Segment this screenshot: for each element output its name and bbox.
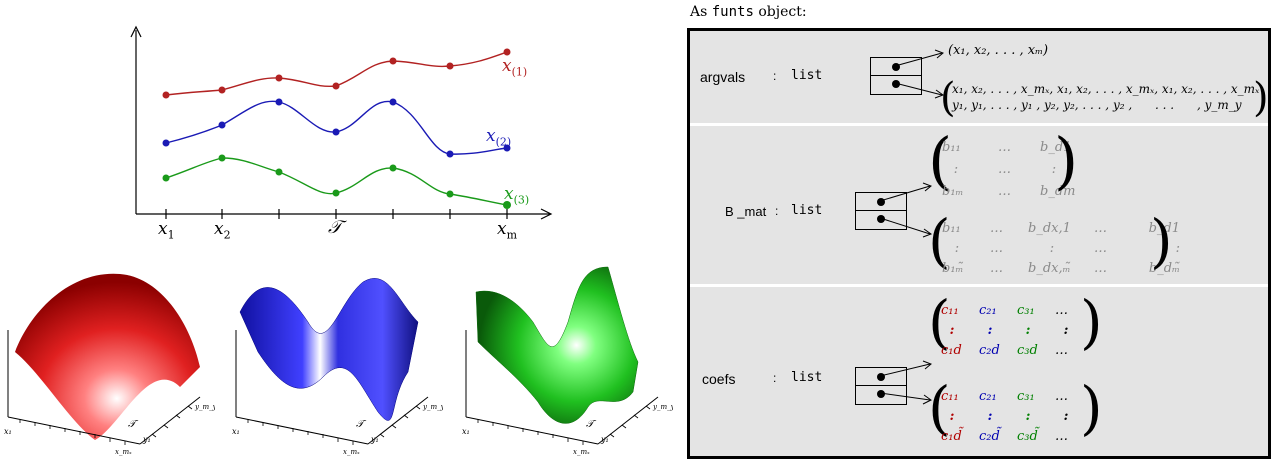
svg-text:x₁: x₁ <box>232 427 240 436</box>
bmat-field-name: B _mat <box>725 204 767 219</box>
x-axis-ticks <box>165 209 508 219</box>
section-divider <box>690 123 1268 126</box>
tick-label-domain: 𝒯 <box>328 217 342 238</box>
svg-text:y₁: y₁ <box>370 435 379 444</box>
coefs-matrix-1: c₁₁ c₂₁ c₃₁… :::: c₁d c₂d c₃d… <box>941 303 1069 358</box>
bmat-matrix-1: b₁₁… b_d1 :…: b₁ₘ… b_dm <box>942 140 1076 199</box>
curve-plot <box>130 25 553 220</box>
argvals-row-2: y₁, y₁, . . . , y₁ , y₂, y₂, . . . , y₂ … <box>952 98 1242 112</box>
svg-text:y_m_y: y_m_y <box>194 403 215 411</box>
surface-1-mesh <box>15 273 200 440</box>
argvals-arrows <box>894 49 945 99</box>
section-divider <box>690 284 1268 287</box>
argvals-right-paren: ) <box>1253 75 1269 121</box>
curve-1-label: x(1) <box>502 56 528 79</box>
surface-plot-3: x₁ 𝒯 x_mₓ y₁ y_m_y <box>462 266 673 456</box>
bmat-pointer-box <box>855 192 907 230</box>
svg-text:x₁: x₁ <box>4 427 12 436</box>
bmat-arrows <box>879 182 933 238</box>
surface-2-mesh <box>239 278 419 421</box>
curve-3-points <box>162 154 511 209</box>
curve-3 <box>165 157 508 206</box>
coefs-pointer-box <box>855 367 907 405</box>
tick-label-x1: x1 <box>158 219 175 242</box>
svg-text:x_mₓ: x_mₓ <box>573 448 590 456</box>
svg-text:y₁: y₁ <box>600 435 609 444</box>
svg-text:y_m_y: y_m_y <box>652 403 673 411</box>
coefs-matrix-2: c₁₁ c₂₁ c₃₁… :::: c₁d̃ c₂d̃ c₃d̃… <box>941 389 1069 444</box>
argvals-type: list <box>791 68 823 83</box>
coefs-field-name: coefs <box>702 371 736 387</box>
y-axis-arrow-icon <box>130 25 142 38</box>
bmat-section: B _mat : list ( b₁₁… b_d1 :…: b₁ₘ… b_dm ) … <box>690 126 1268 284</box>
curve-3-label: x(3) <box>504 184 530 207</box>
curve-1-points <box>162 48 511 99</box>
coefs-section: coefs : list ( c₁₁ c₂₁ c₃₁… :::: c₁d c₂d c₃d… <box>690 287 1268 456</box>
argvals-left-paren: ( <box>940 75 956 121</box>
svg-text:x_mₓ: x_mₓ <box>343 448 360 456</box>
tick-label-xm: xm <box>497 219 518 242</box>
class-name-code: funts <box>711 4 754 20</box>
svg-text:𝒯: 𝒯 <box>356 419 367 430</box>
surface-3-mesh <box>475 266 639 424</box>
svg-text:y_m_y: y_m_y <box>422 403 443 411</box>
coefs-type: list <box>791 370 823 385</box>
svg-text:𝒯: 𝒯 <box>586 419 597 430</box>
bmat-type: list <box>791 203 823 218</box>
argvals-row-1: x₁, x₂, . . . , x_mₓ, x₁, x₂, . . . , x_… <box>952 82 1260 96</box>
argvals-univariate-vector: (x₁, x₂, . . . , xₘ) <box>948 43 1049 58</box>
object-structure-panel: argvals : list (x₁, x₂, . . . , xₘ) ( x₁… <box>687 28 1271 459</box>
object-heading: As funts object: <box>690 4 807 20</box>
svg-text:𝒯: 𝒯 <box>128 419 139 430</box>
tick-label-x2: x2 <box>214 219 231 242</box>
curve-2 <box>165 100 508 155</box>
argvals-section: argvals : list (x₁, x₂, . . . , xₘ) ( x₁… <box>690 31 1269 123</box>
bmat-matrix-2: b₁₁… b_dx,1… b_d1 :…:…: b₁ₘ̃… b_dx,ₘ̃… b_dₘ̃ <box>942 221 1180 276</box>
curve-2-points <box>162 98 511 158</box>
argvals-field-name: argvals <box>700 69 746 85</box>
surface-plot-1: x₁ 𝒯 x_mₓ y₁ y_m_y <box>4 273 215 456</box>
argvals-pointer-box <box>870 57 922 95</box>
svg-text:y₁: y₁ <box>142 435 151 444</box>
coefs-arrows <box>879 360 932 405</box>
svg-text:x₁: x₁ <box>462 427 470 436</box>
surface-plot-2: x₁ 𝒯 x_mₓ y₁ y_m_y <box>232 278 443 456</box>
x-axis-arrow-icon <box>540 208 553 220</box>
svg-text:x_mₓ: x_mₓ <box>115 448 132 456</box>
curve-2-label: x(2) <box>486 126 512 149</box>
